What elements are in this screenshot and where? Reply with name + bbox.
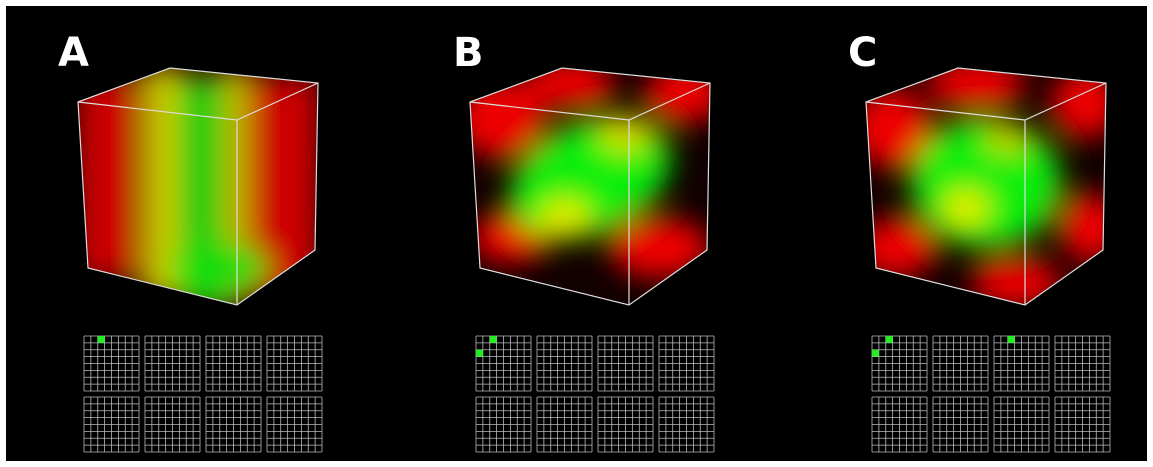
figure: A B C (0, 0, 1153, 467)
panel-label: A (58, 30, 89, 76)
grid-cell-highlight (872, 350, 879, 357)
panel-label: C (848, 30, 877, 76)
grid-cell-highlight (98, 336, 105, 343)
grid-cell-highlight (476, 350, 483, 357)
grid-cell-highlight (886, 336, 893, 343)
panel-label: B (453, 30, 484, 76)
grid-cell-highlight (1008, 336, 1015, 343)
grid-cell-highlight (490, 336, 497, 343)
page: {"panels": [{"label": "A"}, {"label": "B… (0, 0, 1153, 467)
